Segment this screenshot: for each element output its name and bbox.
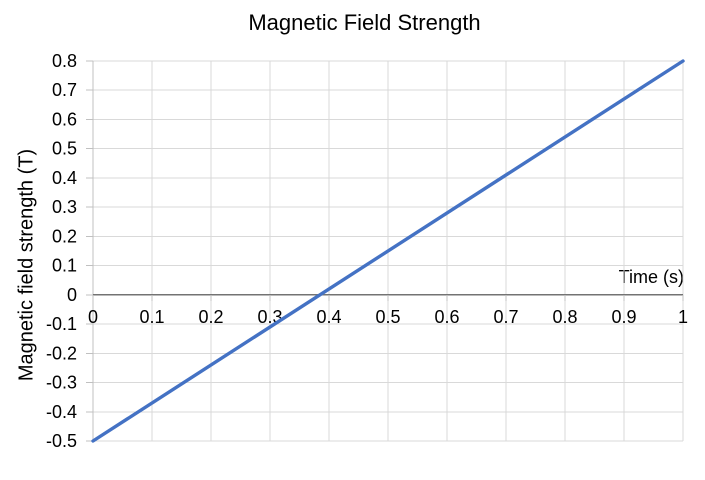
x-tick-label: 0: [88, 307, 98, 327]
x-tick-label: 0.6: [434, 307, 459, 327]
y-tick-label: 0: [67, 285, 77, 305]
y-tick-label: 0.7: [52, 80, 77, 100]
x-tick-label: 0.4: [316, 307, 341, 327]
x-tick-label: 0.2: [198, 307, 223, 327]
y-tick-label: 0.5: [52, 139, 77, 159]
x-tick-label: 1: [678, 307, 688, 327]
y-tick-label: -0.1: [46, 314, 77, 334]
chart-title: Magnetic Field Strength: [248, 10, 481, 35]
x-tick-label: 0.9: [611, 307, 636, 327]
y-tick-label: 0.4: [52, 168, 77, 188]
x-tick-label: 0.8: [552, 307, 577, 327]
x-tick-label: 0.7: [493, 307, 518, 327]
y-tick-label: 0.2: [52, 226, 77, 246]
y-tick-label: -0.3: [46, 373, 77, 393]
y-tick-label: 0.6: [52, 109, 77, 129]
y-tick-label: 0.8: [52, 51, 77, 71]
x-axis-title: Time (s): [618, 267, 684, 287]
x-tick-label: 0.1: [139, 307, 164, 327]
y-tick-label: -0.2: [46, 343, 77, 363]
y-tick-label: 0.1: [52, 256, 77, 276]
x-tick-label: 0.5: [375, 307, 400, 327]
data-line: [91, 59, 685, 443]
y-tick-label: -0.4: [46, 402, 77, 422]
y-tick-label: -0.5: [46, 431, 77, 451]
x-tick-label: 0.3: [257, 307, 282, 327]
y-tick-label: 0.3: [52, 197, 77, 217]
